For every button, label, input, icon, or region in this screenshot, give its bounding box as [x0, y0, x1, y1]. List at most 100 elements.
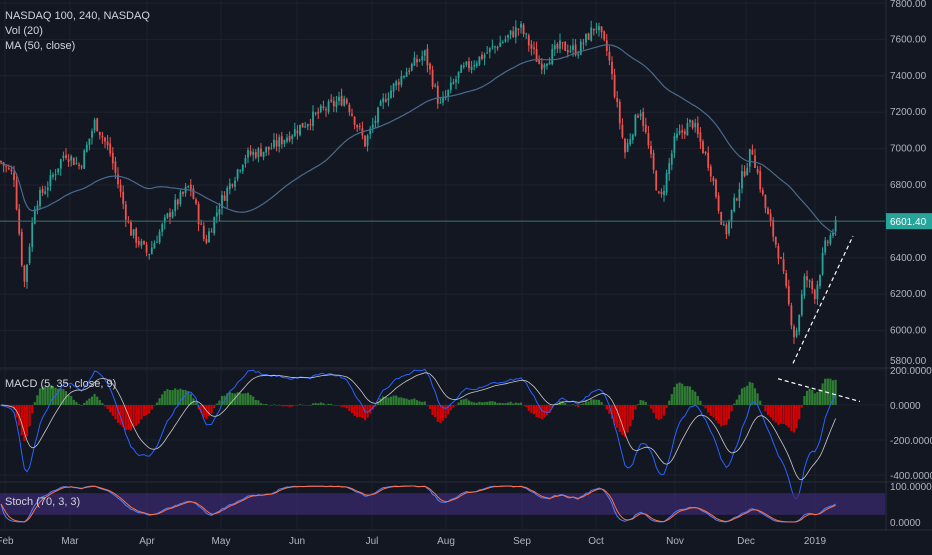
price-trendline[interactable] — [792, 235, 854, 364]
macd-histogram-bar — [582, 403, 585, 405]
macd-histogram-bar — [725, 405, 728, 425]
candle-body — [215, 212, 218, 217]
candle-body — [377, 107, 379, 123]
macd-histogram-bar — [688, 386, 692, 405]
candle-body — [111, 152, 114, 164]
candle-body — [655, 171, 658, 191]
candle-body — [793, 326, 795, 338]
volume-label[interactable]: Vol (20) — [5, 25, 43, 37]
candle-body — [585, 33, 587, 43]
candle-body — [725, 224, 728, 235]
candle-body — [442, 97, 444, 103]
macd-tick-label: 200.0000 — [890, 366, 932, 377]
macd-histogram-bar — [805, 390, 809, 405]
macd-histogram-bar — [499, 402, 502, 405]
candle-body — [821, 253, 824, 275]
macd-histogram-bar — [374, 405, 377, 407]
candle-body — [530, 44, 533, 49]
macd-histogram-bar — [803, 395, 806, 405]
candle-body — [491, 46, 494, 48]
macd-histogram-bar — [434, 405, 437, 418]
macd-histogram-bar — [743, 387, 746, 405]
candle-body — [340, 95, 343, 106]
candle-body — [88, 138, 91, 145]
candle-body — [93, 119, 96, 131]
macd-histogram-bar — [712, 405, 715, 418]
macd-histogram-bar — [122, 405, 125, 428]
candle-body — [374, 120, 377, 124]
candle-body — [54, 174, 57, 176]
candle-body — [800, 294, 803, 316]
macd-histogram-bar — [44, 386, 47, 405]
macd-histogram-bar — [577, 405, 580, 407]
stoch-label[interactable]: Stoch (70, 3, 3) — [5, 496, 81, 508]
macd-histogram-bar — [730, 405, 733, 412]
candle-body — [0, 161, 2, 163]
price-tick-label: 6200.00 — [890, 289, 927, 300]
price-tick-label: 6800.00 — [890, 180, 927, 191]
candle-body — [686, 123, 689, 136]
macd-histogram-bar — [231, 393, 234, 405]
candle-body — [223, 195, 226, 201]
macd-histogram-bar — [779, 405, 783, 424]
candle-body — [559, 40, 561, 49]
candle-body — [280, 136, 283, 145]
candle-body — [475, 63, 478, 67]
symbol-label[interactable]: NASDAQ 100, 240, NASDAQ — [5, 10, 150, 22]
macd-histogram-bar — [548, 405, 551, 413]
macd-histogram-bar — [418, 401, 421, 405]
macd-histogram-bar — [467, 400, 471, 405]
candle-body — [145, 244, 148, 253]
candle-body — [556, 44, 559, 49]
macd-label[interactable]: MACD (5, 35, close, 9) — [5, 378, 117, 390]
macd-histogram-bar — [20, 405, 23, 436]
macd-histogram-bar — [569, 405, 572, 406]
candle-body — [764, 194, 767, 209]
time-tick-label: Nov — [666, 536, 684, 547]
macd-histogram-bar — [249, 394, 252, 405]
macd-histogram-bar — [205, 405, 208, 420]
macd-histogram-bar — [116, 405, 120, 423]
macd-histogram-bar — [38, 388, 42, 405]
main-legend: NASDAQ 100, 240, NASDAQ Vol (20) MA (50,… — [5, 9, 150, 54]
candle-body — [540, 63, 543, 70]
candle-body — [210, 231, 213, 233]
macd-histogram-bar — [49, 385, 52, 405]
macd-histogram-bar — [291, 405, 294, 407]
candle-body — [132, 229, 135, 236]
macd-histogram-bar — [257, 400, 260, 405]
candle-body — [624, 138, 626, 153]
macd-histogram-bar — [348, 405, 351, 411]
candle-body — [254, 152, 257, 158]
time-tick-label: Dec — [737, 536, 755, 547]
macd-trendline[interactable] — [777, 378, 861, 403]
macd-histogram-bar — [363, 405, 367, 421]
candle-body — [33, 209, 36, 224]
macd-histogram-bar — [512, 403, 515, 405]
macd-histogram-bar — [54, 387, 57, 405]
candle-body — [504, 39, 507, 42]
candle-body — [611, 61, 613, 75]
macd-histogram-bar — [59, 388, 62, 405]
candle-body — [169, 212, 171, 217]
candle-body — [522, 24, 525, 35]
macd-histogram-bar — [408, 399, 411, 405]
candle-body — [462, 65, 465, 67]
macd-histogram-bar — [213, 405, 216, 409]
macd-histogram-bar — [634, 405, 637, 410]
candle-body — [117, 174, 119, 185]
candle-body — [642, 112, 645, 126]
ma-label[interactable]: MA (50, close) — [5, 40, 76, 52]
candle-body — [148, 254, 151, 256]
macd-histogram-bar — [400, 397, 403, 405]
price-tick-label: 6000.00 — [890, 326, 927, 337]
time-tick-label: Sep — [513, 536, 531, 547]
macd-histogram-bar — [551, 405, 554, 408]
candle-body — [811, 280, 814, 290]
candle-body — [670, 153, 673, 165]
candle-body — [257, 148, 260, 158]
candle-body — [205, 238, 208, 243]
candle-body — [478, 56, 481, 65]
